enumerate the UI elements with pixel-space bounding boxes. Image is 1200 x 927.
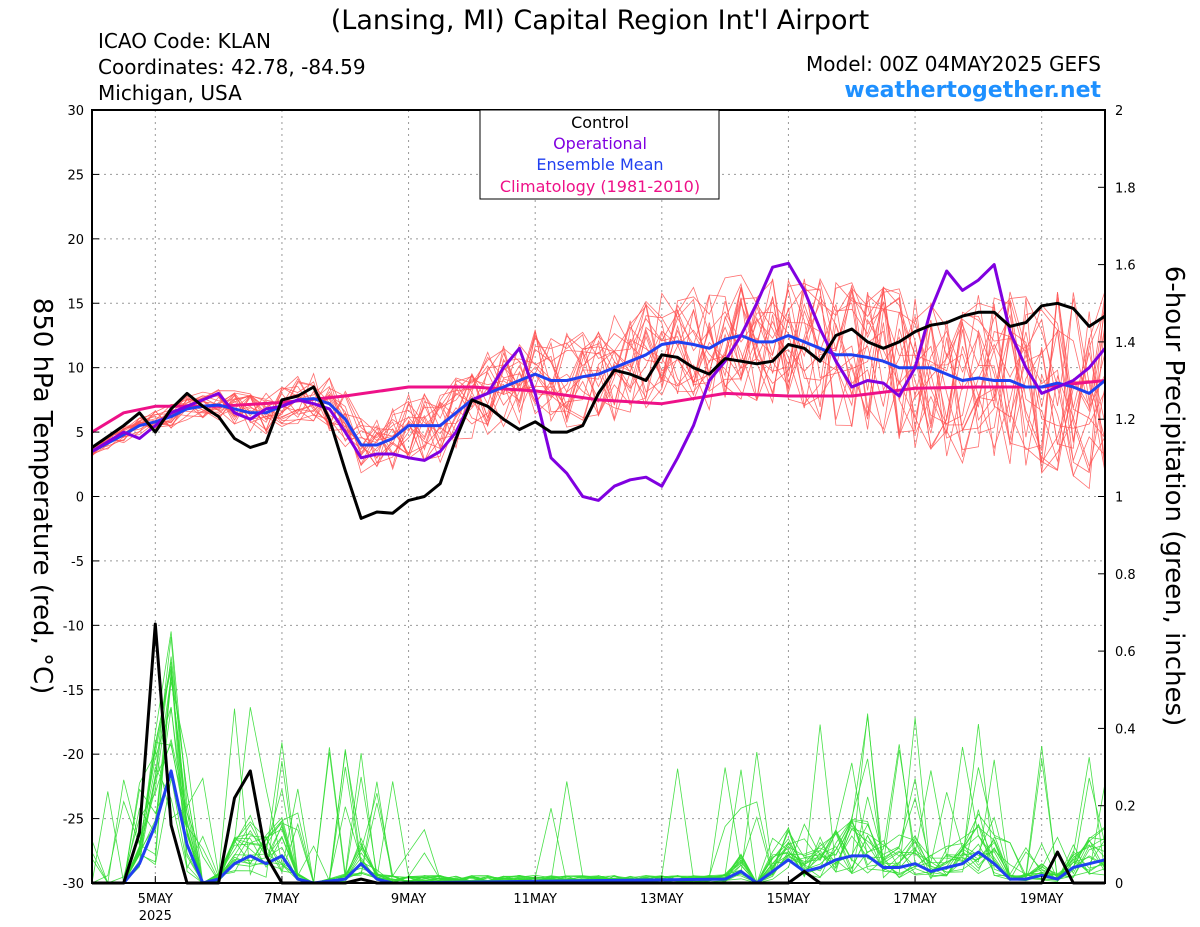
x-tick-label: 13MAY <box>640 892 684 907</box>
y-left-tick-label: -25 <box>63 813 84 828</box>
y-right-tick-label: 2 <box>1115 104 1123 119</box>
coordinates: Coordinates: 42.78, -84.59 <box>98 55 366 79</box>
x-tick-label: 7MAY <box>264 892 299 907</box>
y-right-tick-label: 1.4 <box>1115 336 1136 351</box>
y-right-tick-label: 1.8 <box>1115 181 1136 196</box>
y-right-tick-label: 0.2 <box>1115 800 1136 815</box>
temperature-member-line <box>91 289 1106 461</box>
y-right-tick-label: 0.8 <box>1115 568 1136 583</box>
temperature-member-line <box>91 279 1106 467</box>
axis-ticks: 302520151050-5-10-15-20-25-3021.81.61.41… <box>63 104 1136 924</box>
temp-operational-line <box>91 261 1107 502</box>
y-right-tick-label: 0.4 <box>1115 722 1136 737</box>
region: Michigan, USA <box>98 81 242 105</box>
y-left-tick-label: 10 <box>67 362 84 377</box>
x-tick-label: 15MAY <box>767 892 811 907</box>
y-axis-right-label: 6-hour Precipitation (green, inches) <box>1159 266 1189 726</box>
y-axis-left-label: 850 hPa Temperature (red, °C) <box>27 298 57 695</box>
y-left-tick-label: 30 <box>67 104 84 119</box>
temp-mean-line <box>91 334 1106 453</box>
chart-title: (Lansing, MI) Capital Region Int'l Airpo… <box>331 5 869 36</box>
temperature-member-line <box>91 288 1106 475</box>
legend: Control Operational Ensemble Mean Climat… <box>479 109 720 200</box>
legend-control: Control <box>571 113 629 132</box>
y-left-tick-label: 5 <box>76 426 84 441</box>
x-tick-label: 19MAY <box>1020 892 1064 907</box>
y-left-tick-label: -20 <box>63 748 84 763</box>
y-right-tick-label: 1.2 <box>1115 413 1136 428</box>
y-right-tick-label: 1 <box>1115 491 1123 506</box>
x-tick-label: 5MAY <box>138 892 173 907</box>
y-left-tick-label: -15 <box>63 684 84 699</box>
precipitation-member-line <box>92 706 1106 884</box>
temperature-member-line <box>91 292 1106 472</box>
icao-code: ICAO Code: KLAN <box>98 29 271 53</box>
x-tick-label: 17MAY <box>893 892 937 907</box>
legend-ensemble-mean: Ensemble Mean <box>536 155 663 174</box>
y-left-tick-label: 0 <box>76 491 84 506</box>
x-tick-sublabel: 2025 <box>139 909 172 924</box>
grid-lines <box>92 110 1105 883</box>
x-tick-label: 11MAY <box>513 892 557 907</box>
model-run: Model: 00Z 04MAY2025 GEFS <box>806 52 1101 76</box>
precipitation-member-line <box>92 750 1106 884</box>
legend-climatology: Climatology (1981-2010) <box>500 177 700 196</box>
y-left-tick-label: 15 <box>67 297 84 312</box>
legend-box <box>479 109 720 200</box>
y-left-tick-label: -10 <box>63 619 84 634</box>
x-tick-label: 9MAY <box>391 892 426 907</box>
temp-control-line <box>91 301 1106 520</box>
y-left-tick-label: 20 <box>67 233 84 248</box>
y-right-tick-label: 0.6 <box>1115 645 1136 660</box>
y-left-tick-label: -30 <box>63 877 84 892</box>
y-right-tick-label: 0 <box>1115 877 1123 892</box>
site-link[interactable]: weathertogether.net <box>844 78 1101 103</box>
legend-operational: Operational <box>553 134 647 153</box>
y-left-tick-label: -5 <box>71 555 84 570</box>
temperature-member-line <box>91 288 1106 490</box>
y-left-tick-label: 25 <box>67 168 84 183</box>
temperature-member-line <box>91 285 1106 472</box>
y-right-tick-label: 1.6 <box>1115 259 1136 274</box>
